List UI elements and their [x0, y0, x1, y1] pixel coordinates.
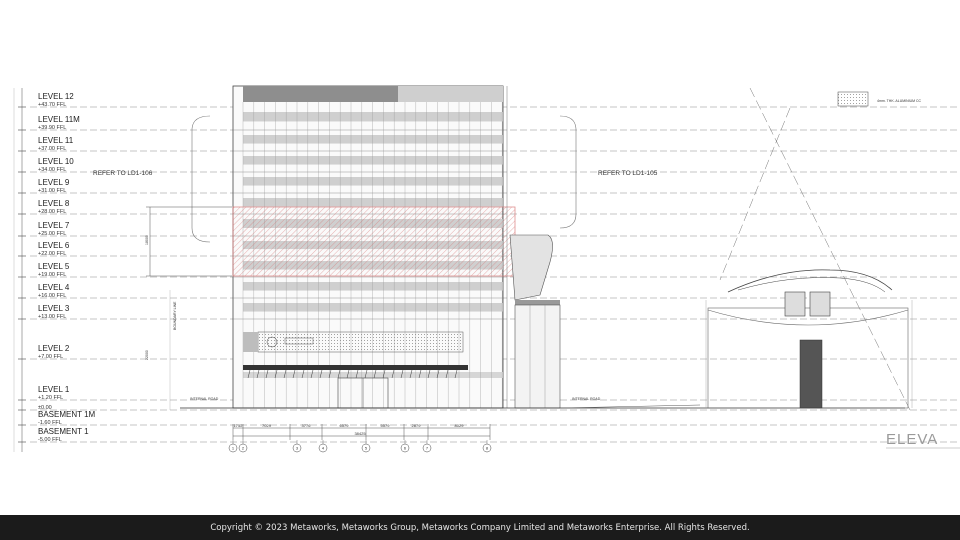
bay-dimension-string: 38425 1752 7029 3776 6579 5579 2879 8029	[232, 423, 491, 440]
boundary-line-left: BOUNDARY LINE	[173, 301, 177, 330]
level-name: LEVEL 8	[38, 199, 70, 208]
refer-callouts: REFER TO LD1-106 REFER TO LD1-105	[93, 115, 658, 243]
legend-text: 4mm. THK. ALUMINIUM CC	[877, 99, 922, 103]
internal-road-right: INTERNAL ROAD	[572, 397, 601, 401]
grid-bubble	[361, 443, 371, 453]
level-name: LEVEL 12	[38, 92, 74, 101]
elevation-title: ELEVA	[886, 431, 938, 448]
level-name: BASEMENT 1M	[38, 410, 96, 419]
grid-bubble-label: 1	[232, 446, 235, 451]
overall-dimension: 38425	[354, 431, 366, 436]
level-name: LEVEL 9	[38, 178, 70, 187]
bay-dimension: 6579	[340, 423, 350, 428]
grid-bubble-label: 6	[404, 446, 407, 451]
grid-bubble-label: 8	[486, 446, 489, 451]
vertical-dimension: 18000 BOUNDARY LINE 22000	[145, 206, 232, 410]
legend-swatch	[837, 91, 869, 107]
seat-left	[784, 291, 806, 317]
bay-dimension: 5579	[381, 423, 391, 428]
building-facade	[232, 85, 516, 409]
level-ffl: ±0.00	[38, 405, 52, 411]
grid-bubble-label: 7	[426, 446, 429, 451]
highlight-zone	[232, 206, 516, 277]
refer-left-note: REFER TO LD1-106	[93, 170, 153, 177]
copyright-footer: Copyright © 2023 Metaworks, Metaworks Gr…	[0, 515, 960, 540]
bay-dimension: 1752	[234, 423, 244, 428]
grid-bubble-label: 5	[365, 446, 368, 451]
level-name: LEVEL 5	[38, 262, 70, 271]
level-ffl: +31.00 FFL	[38, 188, 66, 194]
level-name: LEVEL 10	[38, 157, 74, 166]
grid-bubbles: 1 2 3 4 5 6 7 8	[228, 440, 492, 453]
right-structure	[705, 87, 913, 411]
internal-road-left: INTERNAL ROAD	[190, 397, 219, 401]
signage-panel	[284, 337, 314, 345]
grid-bubble-label: 2	[242, 446, 245, 451]
grid-bubble	[292, 443, 302, 453]
seat-right	[809, 291, 831, 317]
level-ffl: +37.00 FFL	[38, 146, 66, 152]
refer-right-note: REFER TO LD1-105	[598, 170, 658, 177]
level-ffl: +34.00 FFL	[38, 167, 66, 173]
roof-screen	[243, 86, 398, 102]
copyright-text: Copyright © 2023 Metaworks, Metaworks Gr…	[210, 522, 750, 533]
support-column	[799, 339, 823, 409]
level-ffl: +39.90 FFL	[38, 125, 66, 131]
level-ffl: +1.20 FFL	[38, 395, 63, 401]
level-ffl: +28.00 FFL	[38, 209, 66, 215]
grid-bubble-label: 4	[322, 446, 325, 451]
level-ffl: +43.70 FFL	[38, 102, 66, 108]
level-name: LEVEL 1	[38, 385, 70, 394]
level-ffl: +25.00 FFL	[38, 231, 66, 237]
level-name: LEVEL 4	[38, 283, 70, 292]
grid-bubble	[318, 443, 328, 453]
level-name: LEVEL 11	[38, 136, 74, 145]
level-name: LEVEL 7	[38, 221, 70, 230]
right-annex	[506, 86, 561, 409]
level-labels: LEVEL 12+43.70 FFL LEVEL 11M+39.90 FFL LEV…	[38, 92, 96, 443]
vertical-dimension-label: 18000	[145, 235, 149, 245]
bay-dimension: 8029	[455, 423, 465, 428]
level-ffl: +16.00 FFL	[38, 293, 66, 299]
grid-bubble	[422, 443, 432, 453]
left-dimension-column	[13, 88, 23, 452]
bay-dimension: 7029	[262, 423, 272, 428]
grid-bubble-label: 3	[296, 446, 299, 451]
lower-dimension-label: 22000	[145, 350, 149, 360]
level-name: LEVEL 6	[38, 241, 70, 250]
level-name: BASEMENT 1	[38, 427, 89, 436]
level-name: LEVEL 2	[38, 344, 70, 353]
level-ffl: +13.00 FFL	[38, 314, 66, 320]
bay-dimension: 3776	[302, 423, 312, 428]
level-ffl: -1.60 FFL	[38, 420, 62, 426]
signage-logo-icon	[266, 336, 278, 348]
level-ffl: +22.00 FFL	[38, 251, 66, 257]
grid-bubble	[238, 443, 248, 453]
level-ffl: +19.00 FFL	[38, 272, 66, 278]
level-ffl: -5.00 FFL	[38, 437, 62, 443]
entrance-canopy	[243, 365, 468, 370]
level-name: LEVEL 3	[38, 304, 70, 313]
bay-dimension: 2879	[412, 423, 422, 428]
podium-aluminium-panel	[257, 331, 464, 353]
grid-bubble	[400, 443, 410, 453]
level-ffl: +7.00 FFL	[38, 354, 63, 360]
grid-bubble	[228, 443, 238, 453]
material-legend: 4mm. THK. ALUMINIUM CC	[837, 91, 922, 107]
level-name: LEVEL 11M	[38, 115, 80, 124]
grid-bubble	[482, 443, 492, 453]
